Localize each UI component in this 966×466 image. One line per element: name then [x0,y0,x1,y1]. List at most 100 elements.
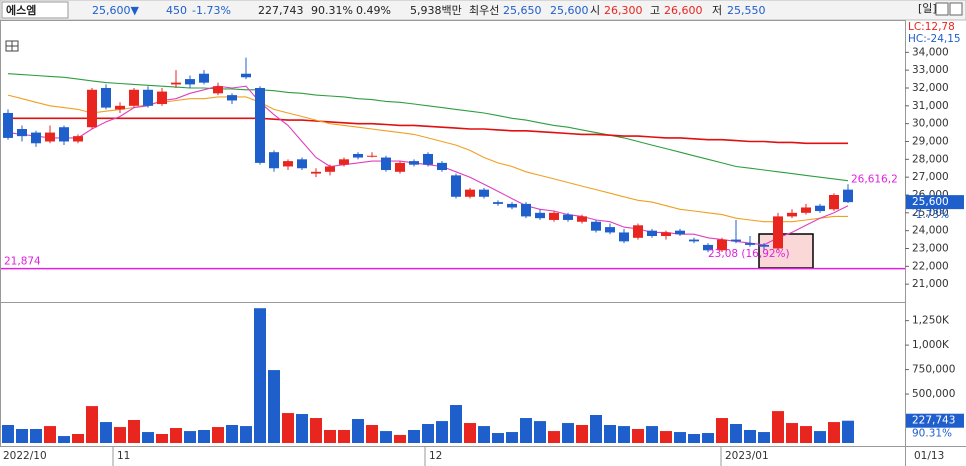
candle-body [801,207,811,213]
candle-body [171,82,181,85]
candle-body [507,203,517,208]
low: 25,550 [727,4,766,17]
volume-bar [170,428,182,443]
volume-bar [310,418,322,443]
volume-bar [44,426,56,443]
candle-body [759,244,769,247]
price: 25,600▼ [92,4,139,17]
high: 26,600 [664,4,703,17]
volume-bar [58,436,70,443]
y-tick-label: 32,000 [912,82,949,94]
y-tick-label: 29,000 [912,135,949,147]
candle-body [577,216,587,222]
candle-body [185,79,195,85]
open-label: 시 [590,4,600,17]
candle-body [311,171,321,174]
volume-bar [394,434,406,443]
x-tick-label: 2023/01 [725,450,769,462]
volume-bar [786,423,798,443]
turnover: 0.49% [356,4,391,17]
candle-body [241,73,251,78]
candle-body [367,155,377,157]
volume-bar [674,432,686,443]
candle-body [143,89,153,106]
candle-body [731,239,741,242]
candle-body [297,159,307,169]
candle-body [325,166,335,172]
last-price: 25,600 [912,196,949,208]
volume-bar [730,424,742,443]
last-volume: 227,743 [912,415,955,427]
candle-body [101,87,111,108]
y-tick-label: 25,000 [912,207,949,219]
volume-bar [660,431,672,443]
candle-body [353,153,363,158]
change: 450 [166,4,187,17]
low-label: 저 [712,4,722,17]
volume-bar [408,429,420,443]
symbol-box[interactable] [1,1,69,19]
y-tick-label: 22,000 [912,260,949,272]
best-label: 최우선 [469,4,499,17]
candle-body [283,161,293,167]
candle-body [563,214,573,220]
candle-body [437,162,447,171]
candle-body [227,95,237,101]
y-tick-label: 21,000 [912,278,949,290]
candle-body [45,132,55,142]
volume-bar [338,429,350,443]
candle-body [829,194,839,210]
high-note: 26,616,2 [851,173,898,185]
volume-bar [478,426,490,443]
x-tick-label: 12 [429,450,442,462]
y-tick-label: 24,000 [912,225,949,237]
volume-bar [828,422,840,443]
volume-bar [352,419,364,443]
volume-bar [240,426,252,443]
high-label: 고 [650,4,660,17]
volume-bar [72,433,84,443]
volume-bar [184,431,196,443]
volume-bar [800,426,812,443]
candle-body [493,202,503,204]
candle-body [745,243,755,245]
volume-bar [254,308,266,443]
candle-body [17,129,27,137]
volume-bar [604,424,616,443]
volume-bar [30,429,42,443]
volume-bar [282,413,294,443]
y-tick-label: 1,000K [912,339,950,351]
y-tick-label: 27,000 [912,171,949,183]
volume-bar [548,431,560,443]
symbol-name: 에스엠 [6,3,36,17]
support-label: 21,874 [4,256,41,268]
last-ratio: 90.31% [912,428,952,440]
grid-icon[interactable] [5,40,19,52]
volume-bar [142,432,154,443]
candle-body [633,225,643,238]
y-tick-label: 750,000 [912,364,955,376]
y-tick-label: 30,000 [912,118,949,130]
candle-body [549,212,559,220]
candle-body [409,161,419,165]
bid: 25,600 [550,4,589,17]
candle-body [381,157,391,171]
candle-body [465,189,475,197]
volume-bar [520,418,532,443]
y-tick-label: 31,000 [912,100,949,112]
y-tick-label: 1,250K [912,315,950,327]
volume-bar [268,370,280,443]
window-button[interactable] [935,2,949,16]
end-date: 01/13 [914,450,944,462]
moving-average [7,73,849,182]
volume-bar [156,433,168,443]
candle-body [843,189,853,203]
candle-body [3,112,13,138]
moving-average [8,117,848,145]
period-label[interactable]: [일] [918,1,937,15]
close-button[interactable] [949,2,963,16]
candle-body [451,175,461,197]
candle-body [199,73,209,83]
x-tick-label: 11 [117,450,130,462]
